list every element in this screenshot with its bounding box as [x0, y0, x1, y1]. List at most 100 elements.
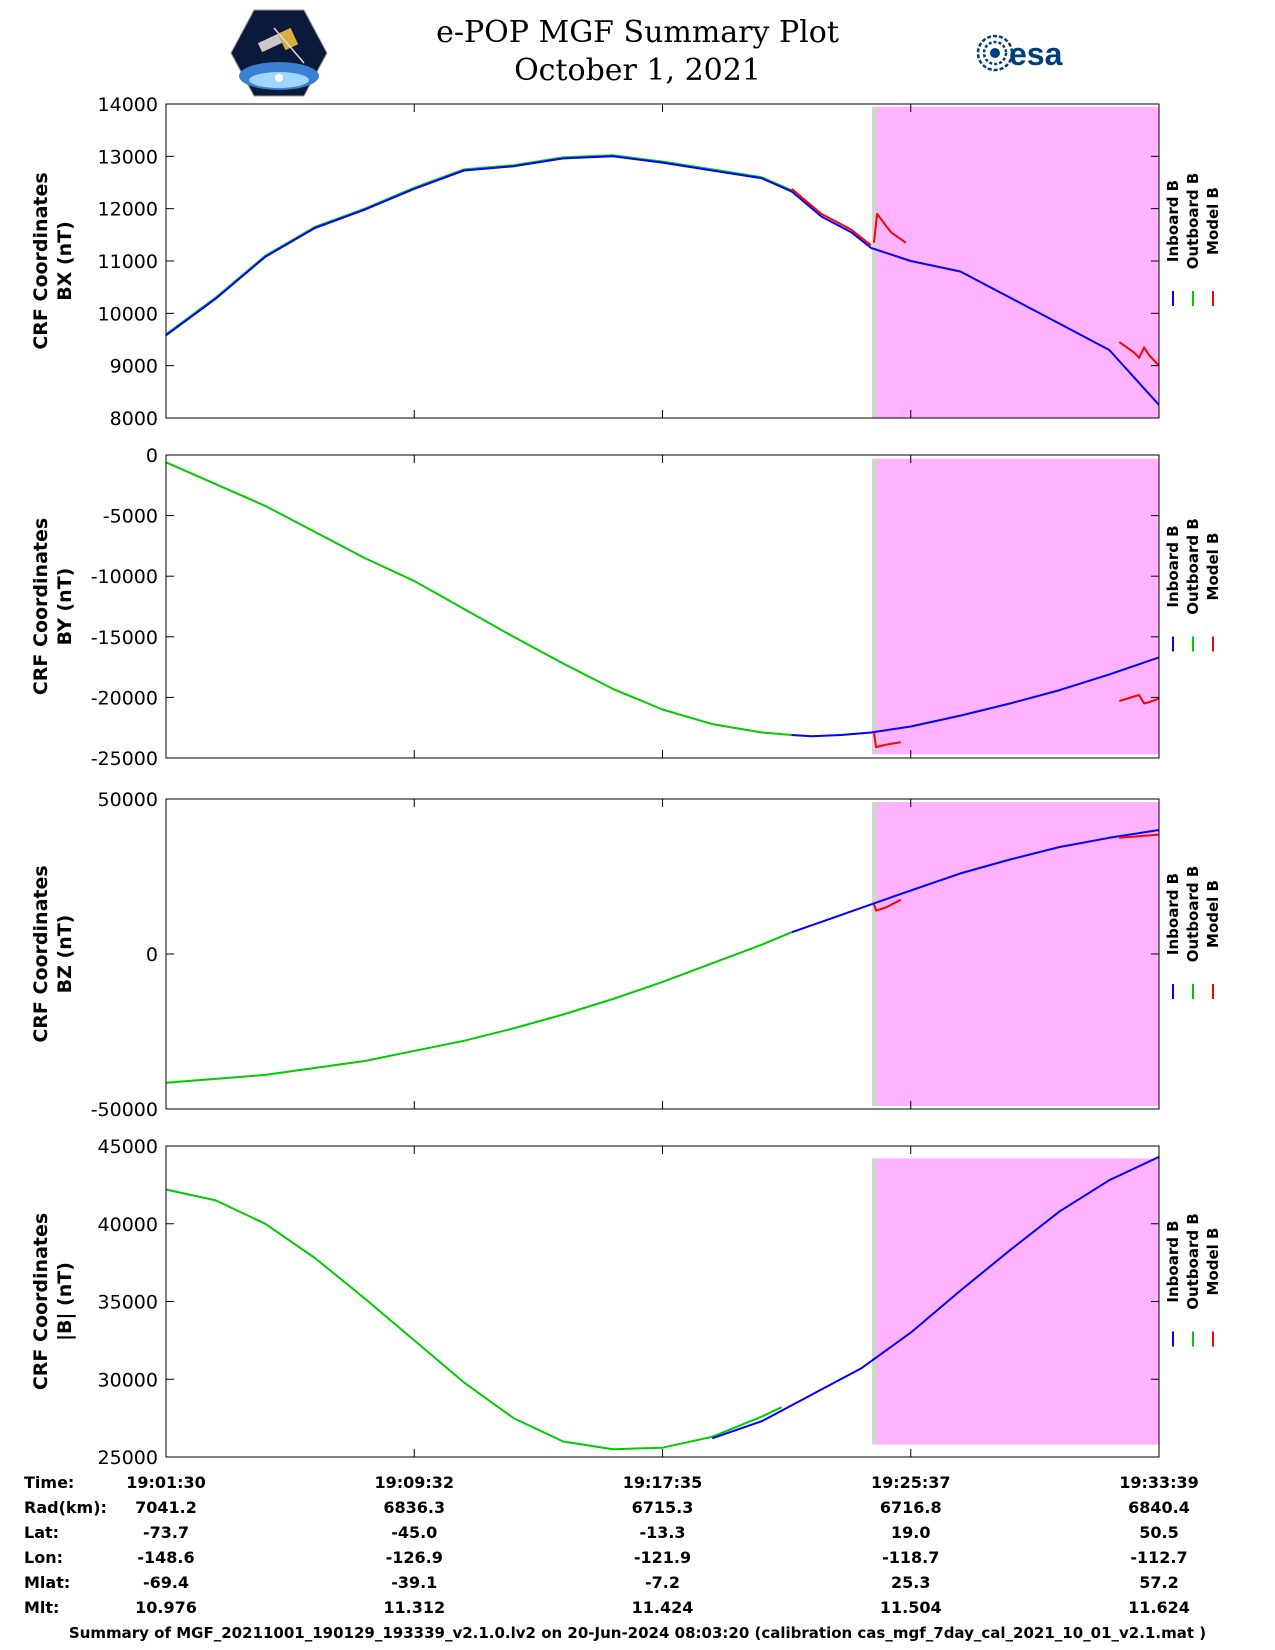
legend-label: Inboard B	[1164, 525, 1182, 607]
legend-label: Outboard B	[1184, 518, 1202, 615]
panel-1: 8000 9000 10000 11000 12000 13000 14000 CRF Coo…	[30, 94, 1222, 430]
y-tick-label: 30000	[98, 1369, 158, 1391]
ephemeris-row-label: Lon:	[24, 1548, 63, 1567]
ephemeris-value: 6840.4	[1128, 1498, 1190, 1517]
y-tick-label: -20000	[91, 687, 158, 709]
shade-magenta	[876, 1158, 1159, 1445]
series-model-3	[1119, 833, 1160, 839]
panel-4: 25000 30000 35000 40000 45000 CRF Coordinates…	[30, 1136, 1222, 1469]
esa-logo: esa	[976, 34, 1063, 72]
ephemeris-value: 57.2	[1139, 1573, 1178, 1592]
shade-gray	[872, 106, 877, 418]
y-tick-label: 25000	[98, 1447, 158, 1469]
series-outboard-0	[165, 1188, 783, 1451]
ephemeris-value: 6836.3	[383, 1498, 445, 1517]
y-axis-label-line: BZ (nT)	[54, 915, 76, 994]
ephemeris-value: -69.4	[143, 1573, 189, 1592]
ephemeris-value: -39.1	[391, 1573, 437, 1592]
series-inboard-1	[711, 1155, 1160, 1440]
ephemeris-value: 19:09:32	[374, 1473, 454, 1492]
ephemeris-value: -121.9	[634, 1548, 691, 1567]
ephemeris-value: 10.976	[135, 1598, 197, 1617]
ephemeris-row-label: Lat:	[24, 1523, 59, 1542]
shade-gray	[872, 1158, 877, 1445]
y-axis-label: CRF Coordinates |B| (nT)	[30, 1213, 76, 1390]
plot-title: e-POP MGF Summary Plot	[436, 15, 839, 50]
y-tick-label: 0	[146, 445, 158, 467]
ephemeris-value: 19:17:35	[623, 1473, 703, 1492]
ephemeris-value: -118.7	[882, 1548, 939, 1567]
series-inboard-1	[791, 829, 1160, 934]
y-tick-label: -50000	[91, 1099, 158, 1121]
y-tick-label: 8000	[110, 408, 158, 430]
legend-label: Outboard B	[1184, 1213, 1202, 1310]
series-inboard-1	[165, 155, 1160, 406]
series-model-4	[1118, 341, 1160, 367]
series-model-2	[873, 898, 902, 912]
y-tick-label: -25000	[91, 748, 158, 770]
legend-label: Model B	[1204, 1228, 1222, 1296]
y-tick-label: 35000	[98, 1292, 158, 1314]
series-model-3	[873, 212, 907, 244]
y-tick-label: 0	[146, 944, 158, 966]
ephemeris-value: 19:33:39	[1119, 1473, 1199, 1492]
legend-label: Outboard B	[1184, 866, 1202, 963]
legend-label: Inboard B	[1164, 1220, 1182, 1302]
series-outboard-0	[165, 461, 792, 736]
ephemeris-value: 19:01:30	[126, 1473, 206, 1492]
legend-label: Model B	[1204, 880, 1222, 948]
y-axis-label-line: CRF Coordinates	[30, 172, 52, 349]
ephemeris-value: -126.9	[386, 1548, 443, 1567]
y-tick-label: 50000	[98, 789, 158, 811]
y-tick-label: -15000	[91, 627, 158, 649]
ephemeris-value: -112.7	[1130, 1548, 1187, 1567]
ephemeris-value: -73.7	[143, 1523, 189, 1542]
ephemeris-value: -45.0	[391, 1523, 437, 1542]
ephemeris-row-label: Rad(km):	[24, 1498, 107, 1517]
ephemeris-value: 19:25:37	[871, 1473, 951, 1492]
y-tick-label: 12000	[98, 199, 158, 221]
series-model-3	[1119, 694, 1160, 705]
series-model-2	[873, 732, 901, 749]
ephemeris-row-label: Mlt:	[24, 1598, 59, 1617]
shade-magenta	[876, 802, 1159, 1106]
y-axis-label-line: |B| (nT)	[54, 1262, 76, 1341]
legend-label: Inboard B	[1164, 180, 1182, 262]
series-model-2	[790, 188, 872, 247]
y-axis-label-line: BX (nT)	[54, 221, 76, 301]
ephemeris-value: 50.5	[1139, 1523, 1178, 1542]
y-axis-label-line: BY (nT)	[54, 568, 76, 646]
legend-label: Model B	[1204, 533, 1222, 601]
legend-label: Outboard B	[1184, 173, 1202, 270]
y-axis-label-line: CRF Coordinates	[30, 518, 52, 695]
y-tick-label: 14000	[98, 94, 158, 116]
y-tick-label: 13000	[98, 146, 158, 168]
y-tick-label: 11000	[98, 251, 158, 273]
y-axis-label: CRF Coordinates BX (nT)	[30, 172, 76, 349]
y-tick-label: -10000	[91, 566, 158, 588]
cassiope-satellite-logo	[230, 9, 328, 97]
ephemeris-value: 11.424	[632, 1598, 694, 1617]
ephemeris-value: 25.3	[891, 1573, 930, 1592]
ephemeris-value: -148.6	[137, 1548, 194, 1567]
panel-2: -25000 -20000 -15000 -10000 -5000 0 CRF Coordi…	[30, 445, 1222, 770]
y-tick-label: 45000	[98, 1136, 158, 1158]
y-tick-label: 10000	[98, 303, 158, 325]
series-inboard-1	[791, 656, 1160, 738]
series-outboard-0	[165, 154, 792, 336]
ephemeris-value: -7.2	[645, 1573, 680, 1592]
shade-gray	[872, 802, 877, 1106]
ephemeris-value: -13.3	[639, 1523, 685, 1542]
y-axis-label: CRF Coordinates BZ (nT)	[30, 865, 76, 1042]
shade-gray	[872, 458, 877, 755]
shade-magenta	[876, 458, 1159, 755]
series-outboard-0	[165, 931, 792, 1084]
y-tick-label: 9000	[110, 356, 158, 378]
ephemeris-table: Time: Rad(km): Lat: Lon: Mlat: Mlt: 19:01:30 70…	[24, 1473, 1199, 1617]
plot-date: October 1, 2021	[514, 53, 761, 88]
y-axis-label-line: CRF Coordinates	[30, 865, 52, 1042]
ephemeris-row-label: Time:	[24, 1473, 74, 1492]
esa-logo-text: esa	[1009, 36, 1063, 72]
ephemeris-value: 11.312	[383, 1598, 445, 1617]
